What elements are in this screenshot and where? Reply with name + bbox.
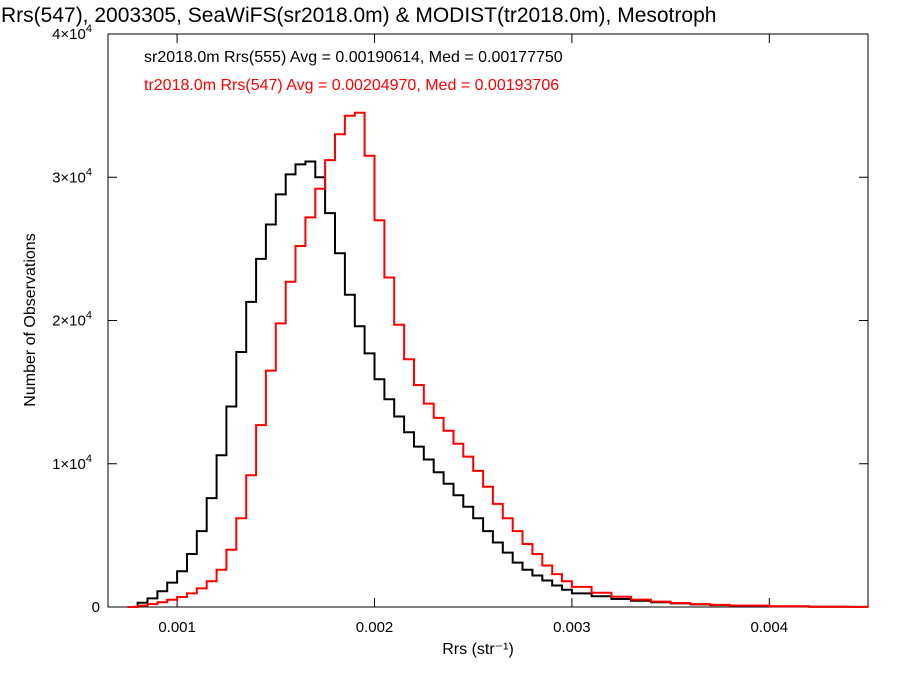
y-tick-label: 2×104 bbox=[52, 310, 92, 330]
x-tick-label: 0.003 bbox=[553, 619, 591, 636]
y-axis-label: Number of Observations bbox=[22, 233, 39, 406]
x-tick-label: 0.004 bbox=[751, 619, 789, 636]
series-line-2 bbox=[127, 111, 869, 608]
x-axis: 0.001 0.002 0.003 0.004 bbox=[158, 34, 788, 636]
series-line-1 bbox=[127, 160, 869, 608]
legend-entry-1: sr2018.0m Rrs(555) Avg = 0.00190614, Med… bbox=[144, 49, 563, 66]
plot-frame bbox=[107, 33, 869, 608]
plot-area-border bbox=[107, 33, 869, 608]
legend-entry-2: tr2018.0m Rrs(547) Avg = 0.00204970, Med… bbox=[144, 77, 559, 94]
x-tick-label: 0.001 bbox=[158, 619, 196, 636]
y-tick-label: 3×104 bbox=[52, 166, 92, 186]
series-group bbox=[127, 111, 869, 608]
y-tick-label: 0 bbox=[92, 599, 100, 616]
y-axis: 0 1×104 2×104 3×104 4×104 bbox=[52, 23, 868, 616]
x-axis-label: Rrs (str⁻¹) bbox=[442, 641, 514, 658]
chart-title: Rrs(547), 2003305, SeaWiFS(sr2018.0m) & … bbox=[1, 4, 716, 27]
x-tick-label: 0.002 bbox=[356, 619, 394, 636]
y-tick-label: 1×104 bbox=[52, 453, 92, 473]
y-tick-label: 4×104 bbox=[52, 23, 92, 43]
legend: sr2018.0m Rrs(555) Avg = 0.00190614, Med… bbox=[144, 49, 563, 94]
